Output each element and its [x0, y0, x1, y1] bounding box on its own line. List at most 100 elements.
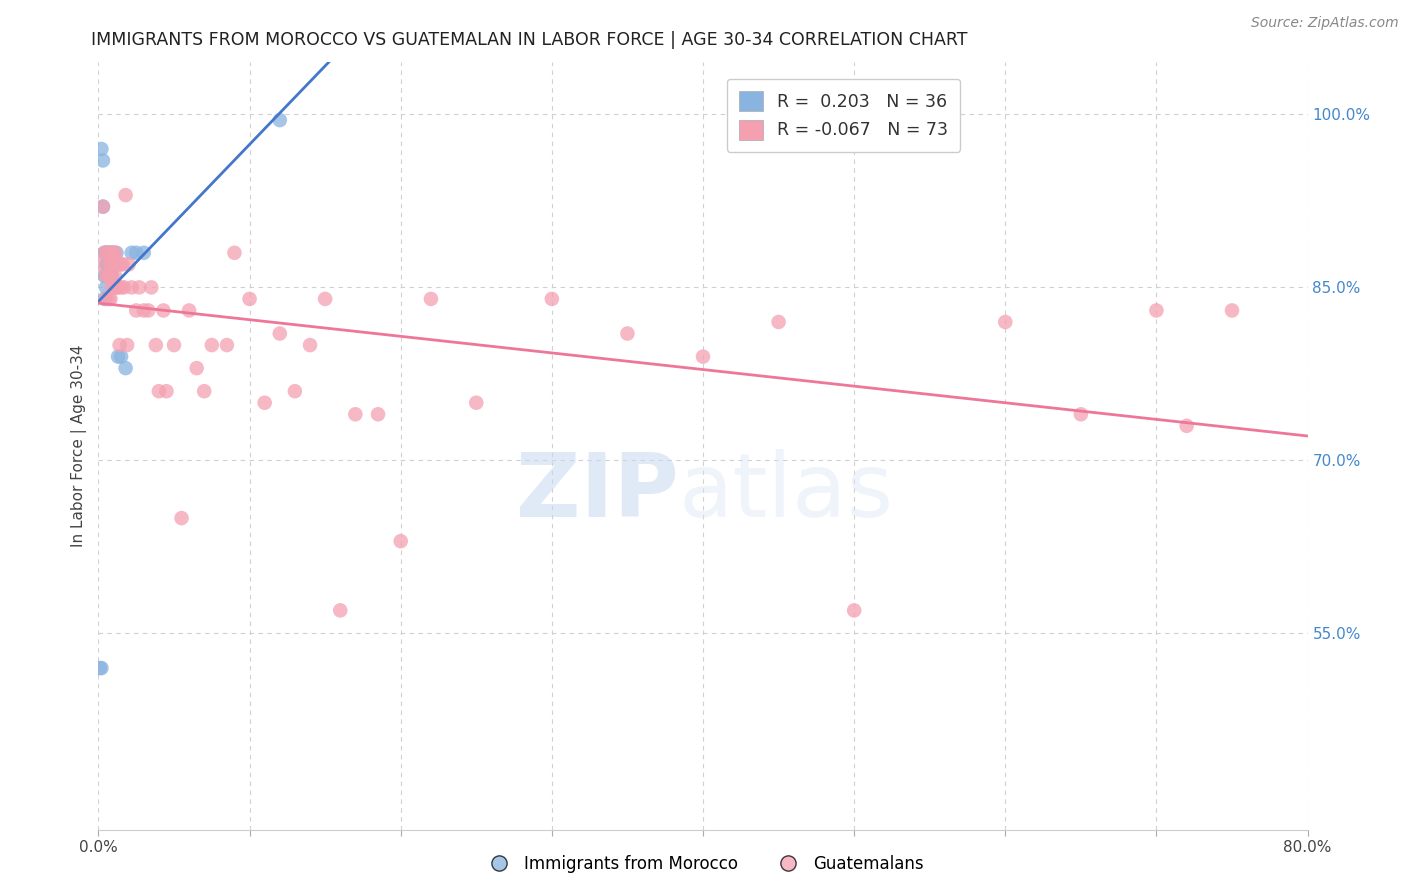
Point	[125, 245, 148, 260]
Point	[145, 338, 167, 352]
Point	[94, 268, 117, 283]
Point	[93, 268, 115, 283]
Point	[201, 338, 224, 352]
Text: Source: ZipAtlas.com: Source: ZipAtlas.com	[1251, 16, 1399, 30]
Point	[107, 257, 129, 271]
Point	[111, 257, 134, 271]
Point	[110, 257, 132, 271]
Point	[101, 280, 124, 294]
Legend: Immigrants from Morocco, Guatemalans: Immigrants from Morocco, Guatemalans	[475, 848, 931, 880]
Point	[94, 257, 117, 271]
Point	[768, 315, 790, 329]
Point	[105, 280, 128, 294]
Point	[179, 303, 201, 318]
Point	[125, 303, 148, 318]
Point	[89, 257, 111, 271]
Point	[186, 361, 208, 376]
Point	[121, 245, 143, 260]
Point	[299, 338, 322, 352]
Point	[98, 257, 121, 271]
Point	[107, 280, 129, 294]
Point	[114, 188, 136, 202]
Point	[844, 603, 866, 617]
Point	[148, 384, 170, 399]
Point	[101, 245, 124, 260]
Point	[93, 245, 115, 260]
Point	[115, 338, 138, 352]
Point	[114, 361, 136, 376]
Point	[101, 257, 124, 271]
Point	[100, 257, 122, 271]
Point	[103, 280, 125, 294]
Point	[170, 511, 193, 525]
Point	[269, 326, 291, 341]
Text: atlas: atlas	[679, 449, 894, 535]
Point	[90, 142, 112, 156]
Point	[91, 153, 114, 168]
Point	[110, 350, 132, 364]
Point	[98, 257, 121, 271]
Point	[104, 268, 127, 283]
Point	[103, 245, 125, 260]
Point	[100, 268, 122, 283]
Point	[96, 257, 118, 271]
Point	[96, 268, 118, 283]
Point	[89, 661, 111, 675]
Point	[329, 603, 352, 617]
Point	[118, 257, 141, 271]
Point	[98, 268, 121, 283]
Text: ZIP: ZIP	[516, 449, 679, 535]
Point	[389, 534, 412, 549]
Point	[224, 245, 246, 260]
Point	[1070, 407, 1092, 421]
Point	[1175, 418, 1198, 433]
Point	[100, 257, 122, 271]
Point	[93, 292, 115, 306]
Point	[239, 292, 262, 306]
Point	[1144, 303, 1167, 318]
Y-axis label: In Labor Force | Age 30-34: In Labor Force | Age 30-34	[72, 344, 87, 548]
Point	[105, 245, 128, 260]
Point	[141, 280, 163, 294]
Legend: R =  0.203   N = 36, R = -0.067   N = 73: R = 0.203 N = 36, R = -0.067 N = 73	[727, 78, 960, 152]
Point	[98, 245, 121, 260]
Point	[540, 292, 562, 306]
Point	[994, 315, 1017, 329]
Point	[94, 292, 117, 306]
Point	[314, 292, 336, 306]
Point	[152, 303, 174, 318]
Point	[104, 245, 127, 260]
Point	[98, 245, 121, 260]
Point	[98, 268, 121, 283]
Point	[94, 245, 117, 260]
Point	[269, 113, 291, 128]
Point	[103, 257, 125, 271]
Point	[1220, 303, 1243, 318]
Point	[101, 245, 124, 260]
Text: IMMIGRANTS FROM MOROCCO VS GUATEMALAN IN LABOR FORCE | AGE 30-34 CORRELATION CHA: IMMIGRANTS FROM MOROCCO VS GUATEMALAN IN…	[91, 31, 967, 49]
Point	[112, 280, 135, 294]
Point	[103, 245, 125, 260]
Point	[101, 268, 124, 283]
Point	[155, 384, 177, 399]
Point	[100, 268, 122, 283]
Point	[121, 280, 143, 294]
Point	[132, 245, 155, 260]
Point	[96, 268, 118, 283]
Point	[100, 245, 122, 260]
Point	[100, 292, 122, 306]
Point	[692, 350, 714, 364]
Point	[105, 257, 128, 271]
Point	[132, 303, 155, 318]
Point	[90, 661, 112, 675]
Point	[94, 280, 117, 294]
Point	[367, 407, 389, 421]
Point	[420, 292, 443, 306]
Point	[193, 384, 215, 399]
Point	[91, 200, 114, 214]
Point	[253, 396, 276, 410]
Point	[128, 280, 150, 294]
Point	[465, 396, 488, 410]
Point	[98, 292, 121, 306]
Point	[163, 338, 186, 352]
